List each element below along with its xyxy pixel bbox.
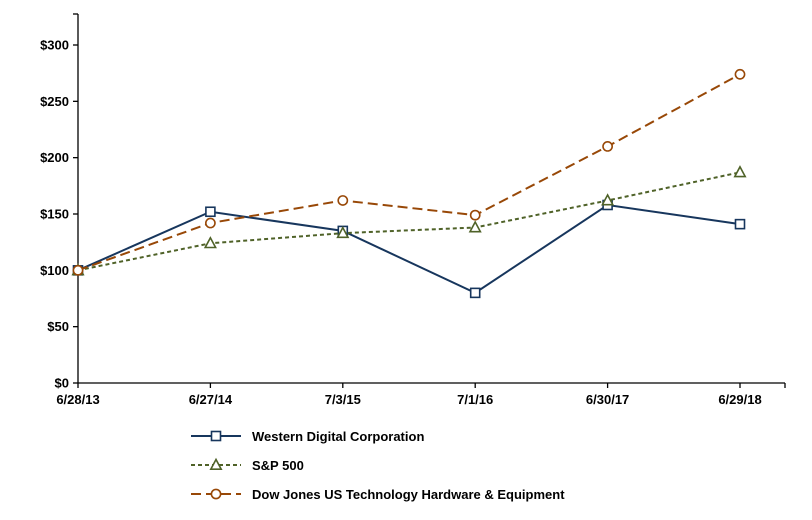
square-marker	[205, 206, 216, 218]
triangle-marker	[601, 193, 615, 206]
y-tick-label: $0	[55, 376, 69, 391]
square-marker	[210, 430, 222, 442]
series-2	[72, 68, 746, 276]
chart-legend: Western Digital Corporation S&P 500 Dow Jo…	[190, 428, 565, 502]
circle-marker	[602, 140, 613, 152]
circle-marker	[337, 195, 349, 206]
triangle-marker	[209, 457, 223, 470]
x-tick-label: 6/28/13	[56, 392, 99, 407]
legend-sample-line	[191, 457, 241, 470]
y-tick-label: $150	[40, 207, 69, 222]
circle-marker	[72, 264, 84, 276]
series-line	[77, 171, 741, 272]
x-tick-label: 6/30/17	[586, 392, 629, 407]
x-tick-label: 7/1/16	[457, 392, 493, 407]
triangle-marker	[733, 165, 747, 178]
legend-item-1: S&P 500	[190, 457, 565, 473]
triangle-marker	[203, 236, 217, 249]
y-tick-label: $250	[40, 94, 69, 109]
legend-item-0: Western Digital Corporation	[190, 428, 565, 444]
series-0	[72, 199, 746, 299]
x-tick-label: 6/27/14	[189, 392, 233, 407]
legend-item-2: Dow Jones US Technology Hardware & Equip…	[190, 486, 565, 502]
legend-label: S&P 500	[252, 457, 304, 473]
square-marker	[734, 218, 746, 230]
legend-sample-line	[191, 430, 241, 442]
series-line	[77, 203, 741, 295]
y-tick-label: $50	[47, 319, 69, 334]
circle-marker	[204, 217, 216, 229]
triangle-marker	[468, 220, 482, 233]
y-tick-label: $300	[40, 38, 69, 53]
series-line	[77, 73, 741, 272]
legend-sample-line	[191, 488, 241, 500]
square-marker	[469, 287, 481, 299]
circle-marker	[469, 209, 481, 221]
circle-marker	[210, 488, 222, 500]
y-tick-label: $100	[40, 263, 69, 278]
circle-marker	[734, 68, 746, 80]
x-tick-label: 6/29/18	[718, 392, 761, 407]
x-tick-label: 7/3/15	[325, 392, 361, 407]
series-1	[71, 165, 747, 276]
legend-label: Dow Jones US Technology Hardware & Equip…	[252, 486, 565, 502]
chart-plot-area: $0 $50 $100 $150 $200 $250 $300 6/28/13 6/27/14 7…	[40, 13, 786, 407]
triangle-marker	[336, 225, 350, 239]
legend-label: Western Digital Corporation	[252, 428, 425, 444]
y-tick-label: $200	[40, 150, 69, 165]
